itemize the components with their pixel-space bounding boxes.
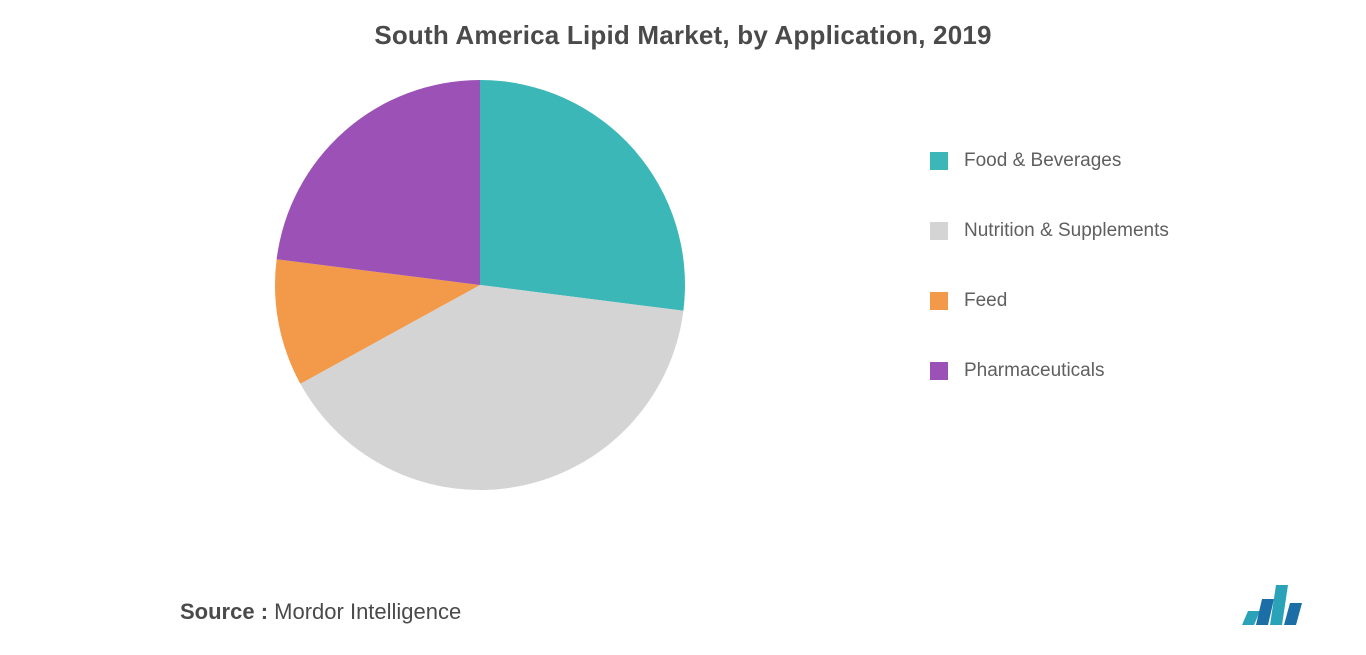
legend-item-2: Feed — [930, 290, 1169, 312]
logo-bar-2 — [1270, 585, 1288, 625]
legend-item-1: Nutrition & Supplements — [930, 220, 1169, 242]
mordor-logo-svg — [1242, 585, 1326, 625]
legend-label-1: Nutrition & Supplements — [964, 220, 1169, 242]
legend-swatch-2 — [930, 292, 948, 310]
legend-item-0: Food & Beverages — [930, 150, 1169, 172]
legend-swatch-1 — [930, 222, 948, 240]
chart-title: South America Lipid Market, by Applicati… — [0, 20, 1366, 51]
legend-item-3: Pharmaceuticals — [930, 360, 1169, 382]
logo-bar-3 — [1284, 603, 1302, 625]
source-value: Mordor Intelligence — [274, 599, 461, 624]
chart-legend: Food & Beverages Nutrition & Supplements F… — [930, 150, 1169, 382]
legend-label-0: Food & Beverages — [964, 150, 1121, 172]
pie-chart — [270, 75, 690, 495]
legend-swatch-0 — [930, 152, 948, 170]
legend-label-3: Pharmaceuticals — [964, 360, 1104, 382]
legend-swatch-3 — [930, 362, 948, 380]
source-label: Source : — [180, 599, 268, 624]
mordor-logo — [1242, 585, 1326, 625]
source-attribution: Source : Mordor Intelligence — [180, 599, 461, 625]
pie-slice-0 — [480, 80, 685, 311]
legend-label-2: Feed — [964, 290, 1007, 312]
pie-slice-3 — [277, 80, 480, 285]
pie-chart-svg — [270, 75, 690, 495]
